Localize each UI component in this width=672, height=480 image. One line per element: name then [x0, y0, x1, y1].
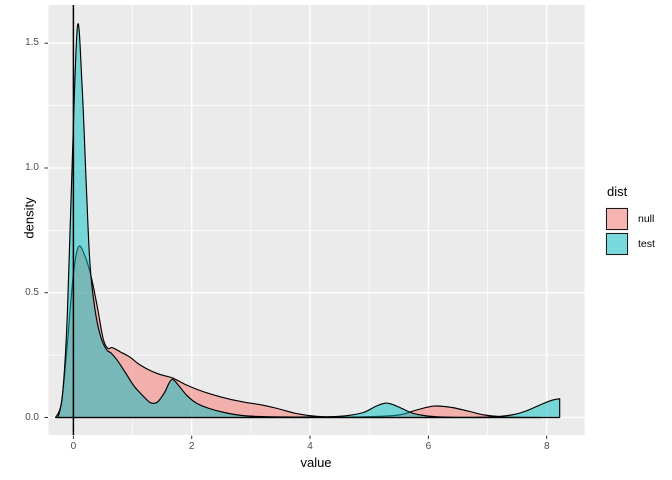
x-tick-label: 4: [307, 441, 313, 452]
legend-swatch-null: [606, 208, 628, 230]
x-tick-label: 6: [425, 441, 432, 452]
legend-entry-test: test: [605, 232, 655, 256]
legend-title: dist: [607, 184, 628, 199]
legend-label: null: [638, 213, 655, 225]
legend-swatch-test: [606, 233, 628, 255]
y-axis-title: density: [21, 197, 37, 239]
legend: dist null test: [605, 184, 655, 256]
x-tick-label: 0: [70, 441, 77, 452]
x-tick-label: 8: [543, 441, 550, 452]
y-tick-label: 1.0: [25, 161, 39, 173]
legend-label: test: [638, 238, 655, 250]
y-tick-label: 1.5: [25, 37, 39, 49]
x-tick-label: 2: [188, 441, 195, 452]
legend-key: [605, 207, 629, 231]
legend-key: [605, 232, 629, 256]
legend-entry-null: null: [605, 207, 655, 231]
y-tick-label: 0.0: [25, 411, 39, 423]
y-tick-label: 0.5: [25, 286, 39, 298]
x-axis-title: value: [300, 455, 332, 470]
